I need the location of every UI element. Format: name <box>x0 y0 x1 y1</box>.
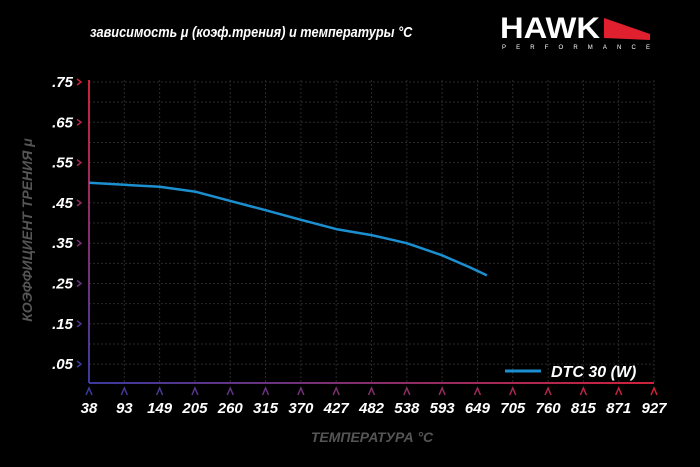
y-tick-label: .75 <box>52 74 74 91</box>
logo-wing-icon <box>604 18 650 40</box>
y-tick-marker-icon <box>76 78 83 86</box>
y-axis <box>88 80 90 383</box>
y-tick-label: .65 <box>52 114 74 131</box>
x-tick-label: 649 <box>465 400 491 417</box>
legend-label: DTC 30 (W) <box>551 364 636 381</box>
x-tick-marker-icon <box>614 386 623 396</box>
y-tick-marker-icon <box>76 118 83 126</box>
x-tick-marker-icon <box>579 386 588 396</box>
y-tick-label: .25 <box>52 276 74 293</box>
x-tick-marker-icon <box>509 386 517 396</box>
x-tick-label: 815 <box>571 400 597 417</box>
x-tick-label: 871 <box>606 400 631 417</box>
x-tick-marker-icon <box>226 386 234 396</box>
x-axis-label: ТЕМПЕРАТУРА °C <box>311 429 434 445</box>
x-tick-marker-icon <box>650 386 658 396</box>
x-tick-marker-icon <box>438 386 446 396</box>
y-tick-marker-icon <box>76 239 83 247</box>
x-tick-label: 149 <box>147 400 173 417</box>
x-tick-marker-icon <box>155 386 164 396</box>
x-tick-label: 93 <box>116 400 133 417</box>
y-tick-marker-icon <box>76 159 83 167</box>
y-tick-label: .15 <box>52 316 74 333</box>
hawk-logo: HAWK PERFORMANCE <box>500 12 650 51</box>
x-tick-marker-icon <box>191 386 199 396</box>
logo-text: HAWK <box>500 12 600 45</box>
x-tick-marker-icon <box>544 386 552 396</box>
x-tick-marker-icon <box>332 386 340 396</box>
x-tick-marker-icon <box>403 386 411 396</box>
x-tick-label: 38 <box>81 400 98 417</box>
x-tick-label: 370 <box>288 400 314 417</box>
y-tick-marker-icon <box>76 279 83 288</box>
x-tick-marker-icon <box>85 386 93 396</box>
x-tick-label: 315 <box>253 400 279 417</box>
x-tick-label: 482 <box>358 400 385 417</box>
x-tick-label: 538 <box>394 400 420 417</box>
y-axis-label: КОЭФФИЦИЕНТ ТРЕНИЯ μ <box>19 138 35 322</box>
x-tick-label: 760 <box>536 400 562 417</box>
x-tick-marker-icon <box>297 386 305 396</box>
y-tick-label: .35 <box>52 235 74 252</box>
x-tick-marker-icon <box>120 386 129 396</box>
logo-subtext: PERFORMANCE <box>502 45 650 51</box>
chart-title: зависимость μ (коэф.трения) и температур… <box>90 24 413 41</box>
y-tick-marker-icon <box>76 360 83 368</box>
x-tick-label: 927 <box>641 400 667 417</box>
y-tick-label: .55 <box>52 155 74 172</box>
x-tick-label: 260 <box>217 400 244 417</box>
x-tick-marker-icon <box>261 386 270 396</box>
y-tick-marker-icon <box>76 199 83 207</box>
x-tick-label: 593 <box>430 400 456 417</box>
x-tick-label: 205 <box>181 400 208 417</box>
y-tick-marker-icon <box>76 320 83 328</box>
series-line <box>88 181 488 277</box>
x-tick-marker-icon <box>367 386 376 396</box>
y-tick-label: .45 <box>52 195 74 212</box>
y-tick-label: .05 <box>52 356 74 373</box>
x-tick-label: 427 <box>323 400 350 417</box>
x-tick-label: 705 <box>500 400 526 417</box>
x-tick-marker-icon <box>473 386 482 396</box>
x-axis <box>89 382 654 384</box>
